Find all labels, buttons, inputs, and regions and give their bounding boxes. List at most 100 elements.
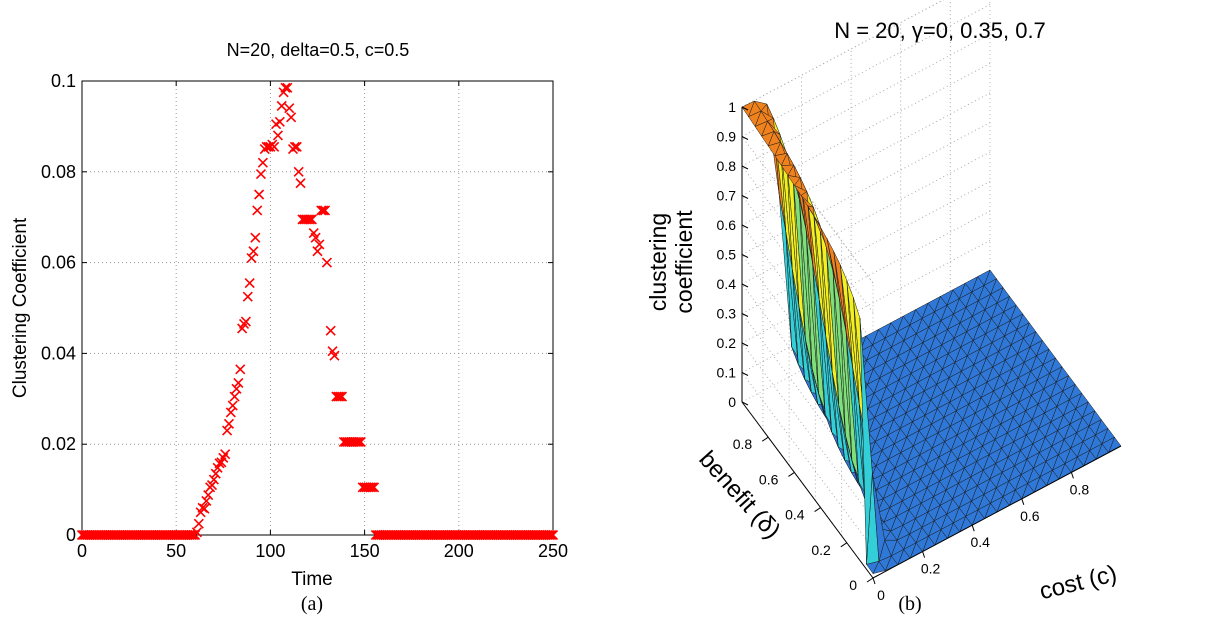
chart-b-y-tick-mark — [866, 577, 874, 583]
chart-b-x-tick-mark — [1021, 498, 1025, 505]
chart-b-surface-facet — [888, 476, 902, 493]
chart-a-point — [225, 407, 236, 418]
chart-a-point — [325, 325, 336, 336]
chart-b-surface-facet — [1052, 463, 1066, 480]
chart-b-surface-facet — [999, 368, 1013, 385]
chart-b-surface-facet — [967, 372, 981, 390]
chart-a-point — [333, 391, 344, 402]
chart-b-surface-facet — [914, 487, 928, 504]
chart-b-surface-facet — [1002, 489, 1016, 506]
chart-b-surface-facet — [793, 184, 808, 196]
chart-b-surface-facet — [990, 496, 1004, 513]
chart-b-surface-facet — [940, 289, 954, 306]
chart-b-z-tick-mark — [741, 283, 749, 288]
chart-b-surface-facet — [1029, 339, 1043, 357]
chart-b-surface-facet — [780, 164, 795, 176]
chart-b-surface-facet — [840, 264, 853, 368]
chart-b-surface-facet — [1050, 390, 1064, 407]
chart-b-surface-facet — [998, 344, 1012, 361]
chart-b-y-tick-mark — [840, 542, 848, 548]
chart-b-surface-facet — [969, 445, 983, 462]
chart-b-z-tick-label: 0.9 — [717, 129, 737, 145]
chart-b-surface-facet — [932, 465, 946, 482]
chart-b-surface-facet — [983, 278, 997, 295]
chart-b-x-tick-label: 0.8 — [1070, 481, 1090, 497]
chart-a-point — [227, 400, 238, 411]
chart-a-point — [368, 482, 380, 493]
chart-b-surface-facet — [1082, 434, 1096, 451]
chart-b-surface-facet — [1037, 397, 1051, 414]
chart-b-surface-facet — [859, 317, 873, 565]
chart-b-surface-facet — [1012, 386, 1026, 403]
chart-a-point — [248, 246, 259, 257]
chart-b-surface-facet — [1012, 410, 1027, 427]
chart-a-point — [223, 418, 235, 429]
chart-a-y-ticks: 0 0.02 0.04 0.06 0.08 0.1 — [41, 71, 553, 545]
chart-b-surface-facet — [1062, 383, 1076, 401]
chart-b-surface-facet — [950, 419, 964, 436]
chart-b-grid-z — [741, 342, 874, 520]
chart-b-surface-facet — [915, 326, 930, 344]
chart-b-surface-facet — [929, 368, 943, 385]
chart-b-surface-facet — [903, 542, 917, 559]
chart-a-point — [365, 482, 376, 493]
chart-b-surface-facet — [866, 560, 880, 575]
chart-b-surface-facet — [976, 454, 990, 471]
chart-b-z-tick-mark — [741, 136, 749, 140]
chart-b-caption: (b) — [898, 593, 921, 615]
chart-a-point — [252, 205, 263, 216]
chart-b-surface-facet — [974, 405, 989, 423]
chart-a-x-tick-label: 0 — [77, 541, 87, 561]
chart-b-y-tick-mark — [814, 507, 821, 513]
chart-b-surface-facet — [1032, 436, 1046, 454]
chart-a-y-tick-label: 0.08 — [41, 162, 76, 182]
chart-b-surface-facet — [1010, 337, 1024, 355]
chart-b-surface-facet — [890, 315, 904, 333]
chart-b-axes: 0 0.1 0.2 0.3 0.4 0.5 0.6 0.7 0.8 0.9 1 0 0.2 0.4 0.6 0… — [717, 99, 1122, 603]
chart-b-z-tick-mark — [741, 195, 749, 199]
chart-b-surface-facet — [964, 276, 979, 293]
chart-b-surface-facet — [945, 482, 959, 500]
chart-b-surface-facet — [930, 392, 944, 410]
chart-b-x-tick-label: 0.6 — [1020, 508, 1040, 524]
chart-a-point — [547, 529, 559, 541]
chart-b-surface-facet — [974, 381, 988, 399]
chart-b-surface-facet — [1020, 443, 1034, 460]
chart-b-surface-facet — [928, 529, 942, 546]
chart-a-point — [316, 205, 327, 216]
chart-a-point — [229, 391, 240, 402]
chart-b-surface-facet — [1082, 410, 1096, 427]
chart-b-surface-facet — [961, 388, 975, 405]
chart-b-grid-z-back — [741, 0, 945, 108]
chart-b-z-tick-label: 0.1 — [717, 365, 737, 381]
chart-b-surface-facet — [923, 359, 937, 377]
chart-b-surface-facet — [812, 263, 826, 415]
chart-a-point — [329, 350, 340, 361]
chart-b-surface-facet — [884, 331, 898, 348]
chart-b-surface-facet — [874, 410, 888, 427]
chart-b-surface-facet — [890, 548, 905, 566]
chart-b-surface-facet — [1026, 452, 1040, 469]
chart-b-y-axis — [741, 401, 874, 579]
chart-b-surface-facet — [990, 287, 1004, 304]
chart-b-surface-facet — [926, 456, 940, 473]
chart-a-point — [544, 529, 555, 541]
chart-b-surface-facet — [1068, 392, 1083, 410]
chart-b-surface-facet — [767, 141, 782, 157]
chart-b-surface-facet — [805, 229, 819, 394]
chart-a-point — [293, 166, 304, 177]
chart-b-surface-facet — [896, 533, 910, 550]
chart-b-surface-facet — [909, 317, 923, 335]
chart-b-surface-facet — [886, 403, 900, 421]
chart-a-point — [321, 257, 332, 268]
chart-b-z-tick-label: 0.8 — [717, 158, 737, 174]
chart-b-surface-facet — [906, 430, 920, 447]
chart-b-surface-facet — [785, 231, 799, 365]
chart-b-surface-facet — [986, 375, 1000, 392]
chart-b-surface-facet — [927, 504, 941, 522]
chart-b-surface-facet — [994, 432, 1008, 449]
chart-b-surface-facet — [941, 337, 955, 355]
chart-b-surface-facet — [959, 315, 973, 333]
chart-b-surface-facet — [1009, 313, 1024, 330]
